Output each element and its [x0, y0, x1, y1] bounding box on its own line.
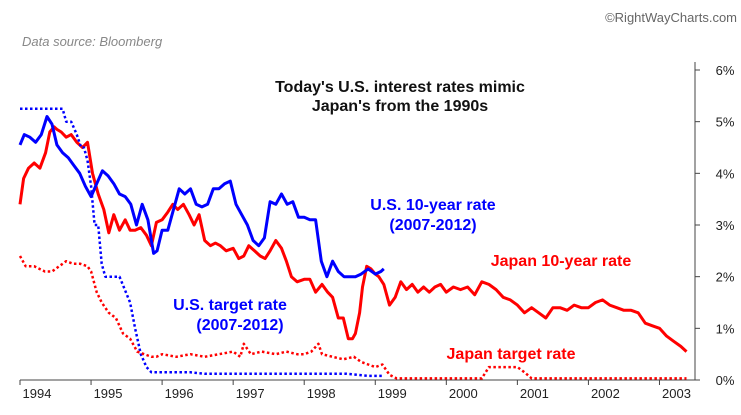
- japan-10y-line: [18, 125, 688, 353]
- us-target-line: [20, 107, 383, 378]
- x-tick-label: 2002: [591, 386, 620, 401]
- us-10y-label-line-2: (2007-2012): [389, 217, 476, 234]
- y-tick-label: 4%: [716, 166, 735, 181]
- chart-title-line-2: Japan's from the 1990s: [312, 98, 488, 115]
- data-source-label: Data source: Bloomberg: [22, 34, 163, 49]
- chart-title-line-1: Today's U.S. interest rates mimic: [275, 79, 525, 96]
- y-tick-label: 0%: [716, 373, 735, 388]
- us-10y-label-line-1: U.S. 10-year rate: [370, 197, 496, 214]
- x-tick-label: 1996: [165, 386, 194, 401]
- japan-target-label: Japan target rate: [447, 346, 576, 363]
- us-target-label-line-1: U.S. target rate: [173, 297, 287, 314]
- us-10y-line: [18, 115, 385, 279]
- x-tick-label: 2000: [449, 386, 478, 401]
- x-tick-label: 1999: [378, 386, 407, 401]
- x-tick-label: 2003: [662, 386, 691, 401]
- us-target-label-line-2: (2007-2012): [196, 317, 283, 334]
- axes: 0% 1% 2% 3% 4% 5% 6% 1994 1995 1996 1997 1998 1999 20…: [19, 62, 735, 401]
- x-tick-label: 1998: [307, 386, 336, 401]
- x-tick-label: 1997: [236, 386, 265, 401]
- japan-target-line: [18, 255, 687, 380]
- japan-10y-label: Japan 10-year rate: [491, 253, 632, 270]
- x-tick-label: 2001: [520, 386, 549, 401]
- y-tick-label: 2%: [716, 270, 735, 285]
- x-tick-label: 1994: [23, 386, 52, 401]
- y-tick-label: 3%: [716, 218, 735, 233]
- y-tick-label: 6%: [716, 63, 735, 78]
- y-tick-label: 1%: [716, 321, 735, 336]
- y-tick-label: 5%: [716, 115, 735, 130]
- x-tick-label: 1995: [94, 386, 123, 401]
- series-group: [18, 107, 688, 380]
- credit-label: ©RightWayCharts.com: [605, 10, 737, 25]
